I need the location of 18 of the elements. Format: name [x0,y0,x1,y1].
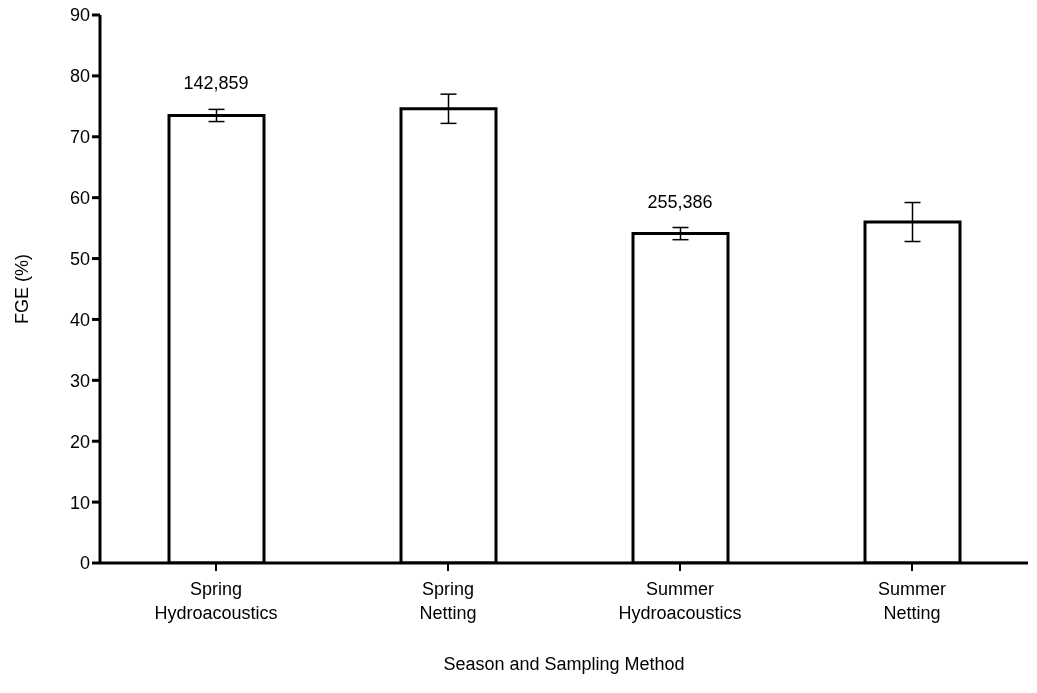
y-axis-title: FGE (%) [12,254,33,324]
x-axis-title: Season and Sampling Method [443,654,685,674]
y-tick-label: 50 [69,248,90,269]
x-tick-label: Spring Netting [419,579,477,623]
y-tick-label: 80 [69,66,90,87]
y-tick-label: 90 [69,5,90,26]
y-tick-label: 30 [69,370,90,391]
y-tick-label: 60 [69,188,90,209]
x-tick-label: Spring Hydroacoustics [154,579,278,623]
y-tick-label: 0 [79,553,90,574]
x-tick-label: Summer Netting [877,579,947,623]
y-tick-label: 20 [69,431,90,452]
y-tick-label: 70 [69,127,90,148]
y-tick-label: 10 [69,492,90,513]
annotation: 142,859 [183,73,249,94]
y-tick-label: 40 [69,309,90,330]
x-tick-label: Summer Hydroacoustics [618,579,742,623]
annotation: 255,386 [647,191,713,212]
